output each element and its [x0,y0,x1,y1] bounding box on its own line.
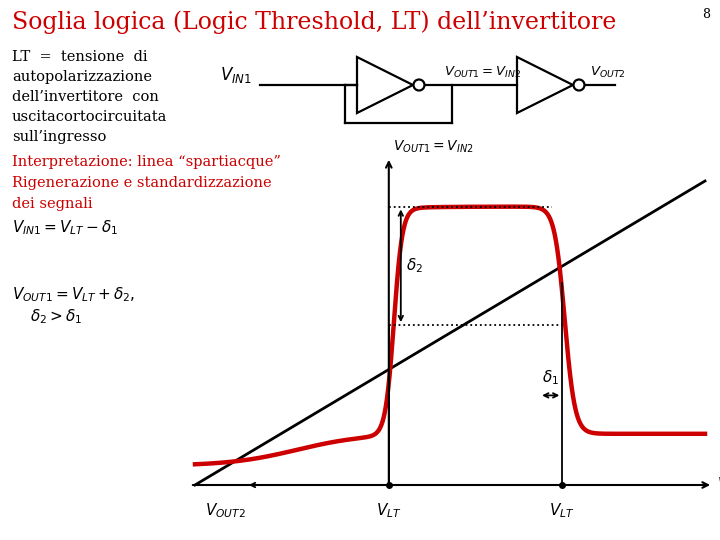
Text: $V_{LT}$: $V_{LT}$ [376,501,402,519]
Text: $\delta_1$: $\delta_1$ [542,369,559,387]
Text: dei segnali: dei segnali [12,197,93,211]
Text: $V_{OUT1} = V_{LT} + \delta_2 ,$: $V_{OUT1} = V_{LT} + \delta_2 ,$ [12,285,135,303]
Text: Interpretazione: linea “spartiacque”: Interpretazione: linea “spartiacque” [12,155,281,169]
Text: $V_{OUT2}$: $V_{OUT2}$ [205,501,246,519]
Text: dell’invertitore  con: dell’invertitore con [12,90,159,104]
Text: sull’ingresso: sull’ingresso [12,130,107,144]
Text: $V_{OUT1}=V_{IN2}$: $V_{OUT1}=V_{IN2}$ [444,65,521,80]
Text: $\delta_2 > \delta_1$: $\delta_2 > \delta_1$ [30,307,82,326]
Text: Soglia logica (Logic Threshold, LT) dell’invertitore: Soglia logica (Logic Threshold, LT) dell… [12,10,616,33]
Text: $V_{OUT2}$: $V_{OUT2}$ [590,65,625,80]
Text: $V_{IN1} = V_{LT} - \delta_1$: $V_{IN1} = V_{LT} - \delta_1$ [12,218,119,237]
Text: 8: 8 [702,8,710,21]
Text: $V_{IN1}$: $V_{IN1}$ [717,476,720,494]
Text: $V_{OUT1} = V_{IN2}$: $V_{OUT1} = V_{IN2}$ [393,139,474,155]
Text: $\delta_2$: $\delta_2$ [406,256,423,275]
Text: $V_{LT}$: $V_{LT}$ [549,501,575,519]
Text: uscitacortocircuitata: uscitacortocircuitata [12,110,167,124]
Text: LT  =  tensione  di: LT = tensione di [12,50,148,64]
Text: autopolarizzazione: autopolarizzazione [12,70,152,84]
Text: $V_{IN1}$: $V_{IN1}$ [220,65,252,85]
Text: Rigenerazione e standardizzazione: Rigenerazione e standardizzazione [12,176,271,190]
